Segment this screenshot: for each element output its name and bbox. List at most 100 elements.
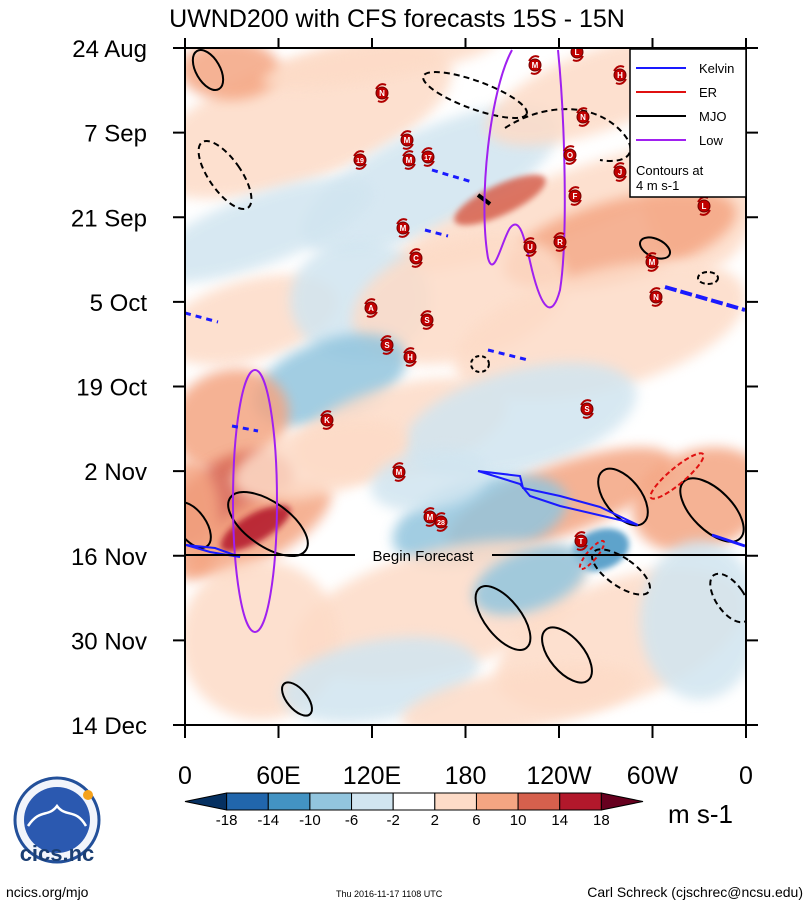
- storm-label: R: [557, 238, 563, 247]
- wave-filter-contours: [185, 49, 746, 717]
- anomaly-patch: [632, 447, 746, 553]
- storm-label: S: [384, 341, 390, 350]
- storm-icon: [402, 150, 416, 170]
- y-tick-label: 5 Oct: [90, 290, 148, 317]
- colorbar-tick-label: 14: [551, 812, 568, 829]
- legend-note-line2: 4 m s-1: [636, 178, 679, 193]
- storm-icon: [402, 153, 416, 167]
- storm-label: J: [618, 168, 622, 177]
- anomaly-patch: [185, 177, 374, 283]
- storm-label: 19: [356, 158, 364, 165]
- colorbar-segment: [351, 792, 394, 811]
- storm-icon: [613, 162, 627, 182]
- mjo-contour: [504, 108, 632, 162]
- storm-icon: [553, 235, 567, 249]
- storm-label: U: [527, 243, 533, 252]
- mjo-contour: [197, 139, 253, 211]
- er-contour: [649, 452, 705, 500]
- storm-label: T: [579, 537, 584, 546]
- colorbar-tick-label: 6: [472, 812, 480, 829]
- colorbar-tick-label: -6: [345, 812, 358, 829]
- storm-icon: [392, 462, 406, 482]
- storm-icon: [396, 218, 410, 238]
- colorbar-tick-label: -2: [387, 812, 400, 829]
- anomaly-patch: [219, 504, 291, 552]
- storm-icon: [563, 148, 577, 162]
- storm-marker: S: [380, 335, 394, 355]
- storm-label: H: [617, 71, 623, 80]
- x-tick-label: 60W: [627, 762, 679, 790]
- legend-label-kelvin: Kelvin: [699, 61, 734, 76]
- y-tick-label: 14 Dec: [71, 713, 147, 740]
- storm-label: L: [702, 202, 707, 211]
- anomaly-patch: [403, 362, 637, 478]
- colorbar-segment: [267, 792, 311, 811]
- colorbar-units: m s-1: [668, 799, 733, 829]
- colorbar-tick-label: -10: [299, 812, 321, 829]
- anomaly-patch: [185, 460, 220, 580]
- storm-marker: N: [576, 107, 590, 127]
- storm-marker: H: [403, 347, 417, 367]
- storm-icon: [421, 147, 435, 167]
- storm-label: M: [649, 258, 656, 267]
- storm-icon: [409, 251, 423, 265]
- mjo-contour: [422, 71, 528, 119]
- storm-icon: [574, 534, 588, 548]
- y-tick-label: 21 Sep: [71, 205, 147, 232]
- x-tick-label: 120W: [526, 762, 592, 790]
- storm-icon: [528, 58, 542, 72]
- storm-label: S: [584, 405, 590, 414]
- mjo-contour: [709, 572, 746, 624]
- footer-author: Carl Schreck (cjschrec@ncsu.edu): [587, 884, 803, 900]
- anomaly-patch: [472, 545, 588, 615]
- storm-marker: M: [392, 462, 406, 482]
- storm-icon: [580, 399, 594, 419]
- storm-icon: [649, 287, 663, 307]
- mjo-contour: [470, 355, 490, 373]
- mjo-contour: [227, 491, 309, 557]
- storm-label: M: [427, 513, 434, 522]
- footer-website[interactable]: ncics.org/mjo: [6, 884, 89, 900]
- kelvin-contour: [424, 228, 449, 238]
- storm-label: M: [406, 156, 413, 165]
- storm-icon: [613, 65, 627, 85]
- storm-icon: [574, 531, 588, 551]
- colorbar-segment: [517, 792, 561, 811]
- colorbar-tick-label: 10: [510, 812, 527, 829]
- storm-marker: 17: [421, 147, 435, 167]
- storm-marker: U: [523, 237, 537, 257]
- storm-icon: [380, 338, 394, 352]
- storm-marker: N: [375, 83, 389, 103]
- storm-label: 17: [424, 155, 432, 162]
- colorbar-segment: [392, 792, 436, 811]
- storm-label: M: [400, 224, 407, 233]
- storm-icon: [553, 232, 567, 252]
- x-axis: 0 60E 120E 180 120W 60W 0: [178, 38, 753, 790]
- storm-icon: [576, 107, 590, 127]
- low-contour: [232, 369, 278, 633]
- mjo-contour: [541, 626, 593, 684]
- storm-icon: [380, 335, 394, 355]
- colorbar-segment: [226, 792, 269, 811]
- anomaly-patch: [301, 105, 559, 255]
- mjo-contour: [697, 271, 719, 285]
- storm-label: F: [573, 192, 578, 201]
- storm-marker: A: [364, 298, 378, 318]
- storm-icon: [364, 301, 378, 315]
- y-axis: 24 Aug 7 Sep 21 Sep 5 Oct 19 Oct 2 Nov 16 Nov 3…: [71, 36, 758, 740]
- x-tick-label: 0: [178, 762, 192, 790]
- colorbar-segment: [475, 792, 519, 811]
- logo-sun: [83, 790, 93, 800]
- storm-label: H: [407, 353, 413, 362]
- kelvin-contour: [487, 348, 529, 362]
- kelvin-contour: [664, 285, 746, 312]
- footer-timestamp: Thu 2016-11-17 1108 UTC: [336, 889, 443, 899]
- storm-marker: S: [580, 399, 594, 419]
- storm-label: N: [379, 89, 385, 98]
- storm-icon: [420, 313, 434, 327]
- y-tick-label: 2 Nov: [84, 459, 147, 486]
- storm-marker: 19: [353, 150, 367, 170]
- anomaly-patch: [640, 540, 746, 700]
